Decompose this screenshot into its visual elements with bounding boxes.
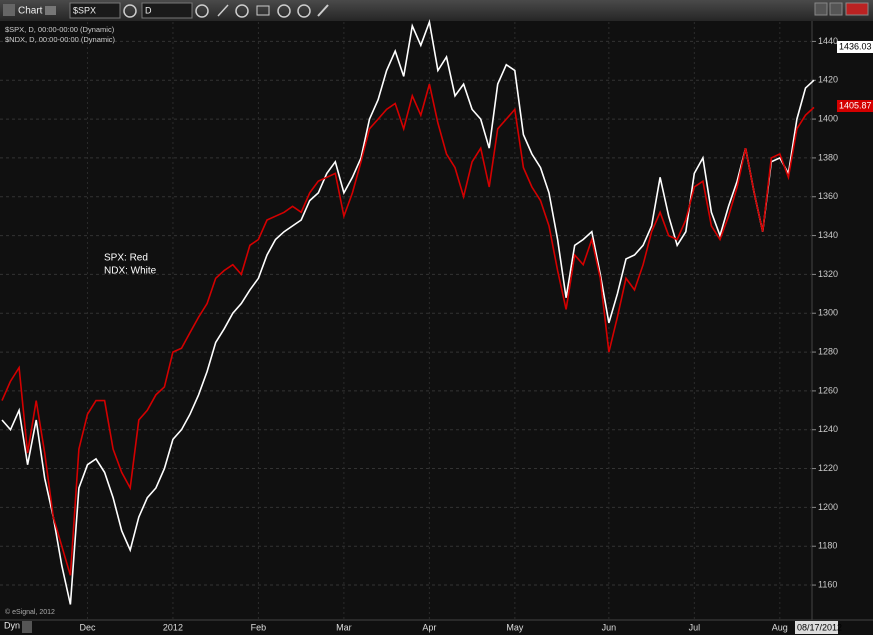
legend-entry: $SPX, D, 00:00-00:00 (Dynamic): [5, 25, 115, 34]
interval-input[interactable]: [141, 2, 193, 19]
tool-button[interactable]: [317, 4, 329, 17]
annotation: NDX: White: [104, 266, 157, 277]
symbol-button[interactable]: [123, 4, 137, 18]
mode-button[interactable]: [22, 621, 32, 633]
window-button[interactable]: [829, 2, 843, 16]
window-title: Chart: [18, 6, 43, 17]
series-line: [1, 18, 815, 605]
tool-button[interactable]: [297, 4, 311, 18]
date-tag: [795, 621, 838, 634]
y-tick-label: 1340: [818, 230, 838, 240]
symbol-text: $SPX: [73, 5, 96, 15]
y-tick-label: 1220: [818, 463, 838, 473]
window-button[interactable]: [814, 2, 828, 16]
y-tick-label: 1400: [818, 113, 838, 123]
price-tag-label: 1405.87: [839, 100, 872, 110]
x-tick-label: 08/17/2012: [797, 622, 842, 632]
price-tag: [837, 41, 873, 53]
price-tag: [837, 100, 873, 112]
y-tick-label: 1280: [818, 346, 838, 356]
annotation: SPX: Red: [104, 253, 148, 264]
close-button[interactable]: [845, 2, 869, 16]
link-icon[interactable]: [45, 6, 56, 15]
tool-button[interactable]: [256, 5, 270, 16]
mode-label: Dyn: [4, 620, 20, 630]
y-tick-label: 1180: [818, 541, 837, 551]
y-tick-label: 1360: [818, 191, 838, 201]
price-tag-label: 1436.03: [839, 41, 872, 51]
tool-button[interactable]: [277, 4, 291, 18]
y-tick-label: 1160: [818, 579, 837, 589]
interval-text: D: [145, 5, 152, 15]
y-tick-label: 1440: [818, 36, 838, 46]
draw-tool[interactable]: [217, 4, 229, 17]
x-tick-label: Apr: [422, 622, 436, 632]
y-tick-label: 1320: [818, 269, 838, 279]
symbol-input[interactable]: [69, 2, 121, 19]
y-tick-label: 1240: [818, 424, 838, 434]
toolbar: [0, 0, 873, 21]
y-tick-label: 1420: [818, 75, 838, 85]
tool-button[interactable]: [235, 4, 249, 18]
y-tick-label: 1300: [818, 308, 838, 318]
x-tick-label: May: [506, 622, 524, 632]
x-tick-label: Dec: [79, 622, 96, 632]
series-line: [1, 83, 815, 576]
chart-icon: [3, 4, 15, 16]
y-tick-label: 1380: [818, 152, 838, 162]
legend-entry: $NDX, D, 00:00-00:00 (Dynamic): [5, 35, 116, 44]
x-tick-label: Feb: [251, 622, 267, 632]
x-tick-label: Aug: [772, 622, 788, 632]
x-tick-label: Jul: [689, 622, 701, 632]
y-tick-label: 1260: [818, 385, 838, 395]
copyright: © eSignal, 2012: [5, 608, 55, 616]
x-tick-label: 2012: [163, 622, 183, 632]
x-tick-label: Mar: [336, 622, 352, 632]
x-tick-label: Jun: [602, 622, 617, 632]
y-tick-label: 1200: [818, 502, 838, 512]
interval-button[interactable]: [195, 4, 209, 18]
